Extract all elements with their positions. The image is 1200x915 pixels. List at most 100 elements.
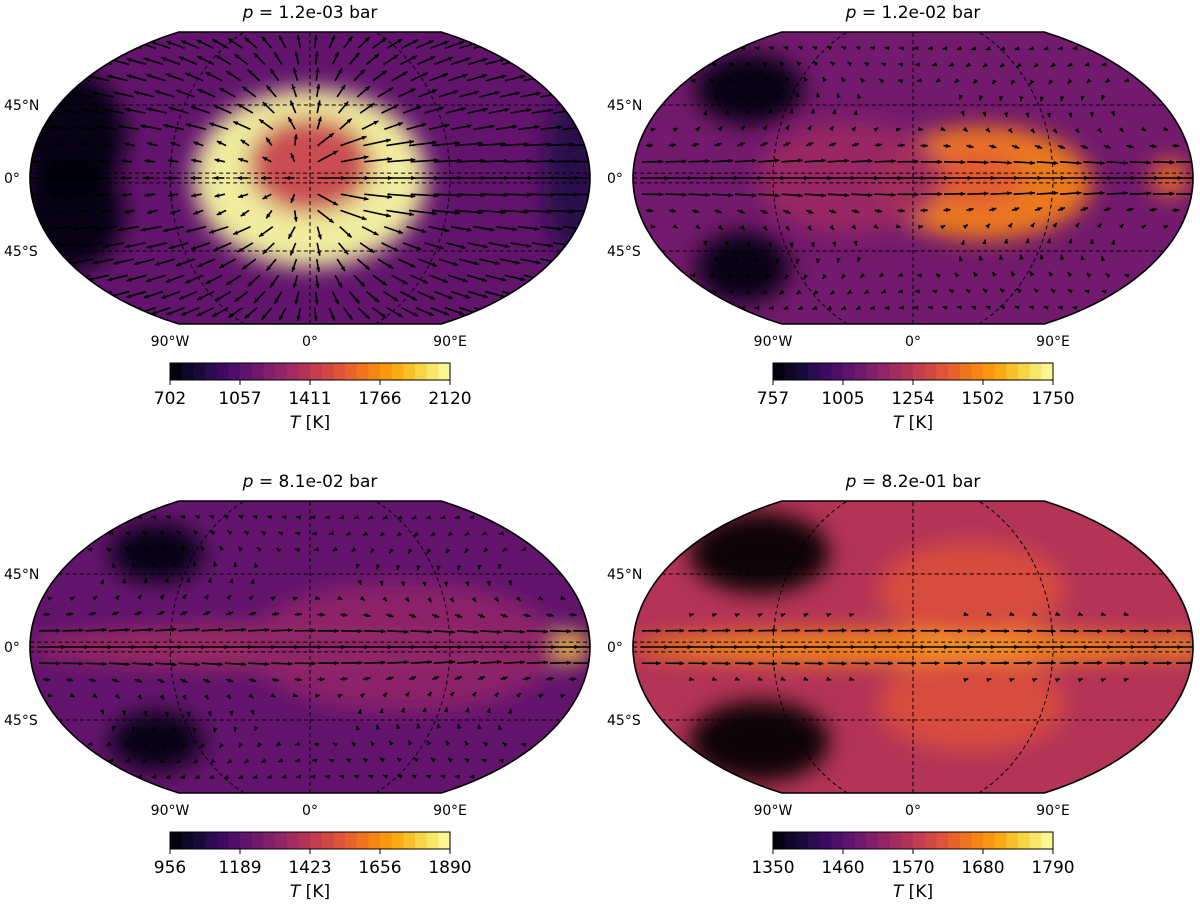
wind-arrow-head bbox=[873, 224, 879, 229]
wind-arrow-head bbox=[161, 57, 167, 62]
wind-arrow-head bbox=[808, 209, 814, 214]
colorbar-bin bbox=[889, 832, 902, 849]
wind-arrow bbox=[523, 143, 552, 147]
wind-arrow bbox=[340, 209, 367, 221]
wind-arrow-head bbox=[688, 613, 694, 618]
wind-arrow-head bbox=[229, 578, 234, 584]
wind-arrow bbox=[386, 209, 415, 216]
colorbar-bin bbox=[1029, 832, 1042, 849]
title-value: = 1.2e-02 bar bbox=[856, 3, 980, 23]
colorbar-bin bbox=[843, 363, 856, 380]
wind-arrow-head bbox=[857, 257, 862, 262]
wind-arrow-head bbox=[381, 281, 387, 286]
wind-arrow-head bbox=[774, 193, 780, 198]
wind-arrow-head bbox=[381, 70, 387, 75]
wind-arrow-head bbox=[1030, 271, 1035, 277]
wind-arrow-head bbox=[140, 227, 146, 232]
wind-arrow-head bbox=[381, 38, 387, 43]
lat-tick-label: 45°N bbox=[607, 98, 642, 114]
wind-arrow-head bbox=[682, 159, 687, 164]
wind-arrow-head bbox=[486, 580, 491, 586]
wind-arrow-head bbox=[74, 192, 80, 197]
wind-arrow-head bbox=[411, 296, 417, 301]
wind-arrow-head bbox=[521, 742, 527, 748]
wind-arrow-head bbox=[196, 312, 202, 316]
wind-arrow-head bbox=[1014, 207, 1020, 212]
wind-arrow-head bbox=[1086, 78, 1092, 84]
wind-arrow-head bbox=[597, 159, 602, 163]
wind-arrow-head bbox=[873, 127, 879, 132]
panel-title: p = 1.2e-02 bar bbox=[845, 3, 981, 23]
wind-arrow-head bbox=[762, 225, 767, 231]
wind-arrow-head bbox=[656, 661, 661, 666]
wind-arrow-head bbox=[427, 740, 432, 746]
colorbar-tick-label: 2120 bbox=[428, 389, 471, 409]
wind-arrow-head bbox=[757, 613, 763, 618]
wind-arrow-head bbox=[293, 134, 298, 139]
wind-arrow-head bbox=[504, 243, 510, 249]
wind-arrow-head bbox=[74, 159, 80, 164]
wind-arrow-head bbox=[812, 46, 818, 51]
wind-arrow-head bbox=[316, 267, 321, 272]
colorbar-label: T [K] bbox=[893, 413, 933, 433]
wind-arrow-head bbox=[836, 93, 841, 99]
wind-arrow-head bbox=[397, 39, 403, 44]
wind-arrow-head bbox=[465, 547, 470, 553]
wind-arrow-head bbox=[1118, 224, 1124, 229]
wind-arrow-head bbox=[121, 159, 126, 164]
wind-arrow-head bbox=[360, 69, 365, 75]
wind-arrow-head bbox=[1105, 77, 1111, 83]
wind-arrow-head bbox=[473, 659, 479, 665]
wind-arrow-head bbox=[257, 547, 263, 552]
wind-arrow-head bbox=[775, 92, 780, 98]
wind-arrow-head bbox=[648, 208, 654, 213]
temperature-contour bbox=[878, 541, 1065, 639]
wind-arrow-head bbox=[818, 628, 824, 633]
wind-arrow-head bbox=[1124, 77, 1130, 83]
wind-arrow-head bbox=[365, 676, 371, 681]
wind-arrow-head bbox=[136, 310, 142, 315]
wind-arrow-head bbox=[106, 548, 112, 553]
wind-arrow-head bbox=[176, 530, 182, 536]
wind-arrow-head bbox=[766, 77, 771, 83]
wind-arrow bbox=[569, 209, 590, 213]
wind-arrow-head bbox=[978, 95, 984, 101]
wind-arrow-head bbox=[1141, 126, 1146, 131]
wind-arrow-head bbox=[521, 546, 527, 552]
wind-arrow-head bbox=[945, 143, 951, 149]
wind-arrow-head bbox=[428, 40, 434, 45]
temperature-contour bbox=[689, 700, 830, 782]
wind-arrow-head bbox=[120, 175, 125, 181]
wind-arrow-head bbox=[754, 46, 760, 51]
wind-arrow-head bbox=[163, 123, 168, 128]
wind-arrow-head bbox=[233, 562, 238, 568]
wind-arrow-head bbox=[774, 158, 780, 163]
wind-arrow-head bbox=[803, 676, 809, 681]
wind-arrow-head bbox=[72, 260, 78, 265]
wind-arrow-head bbox=[264, 627, 270, 633]
panel-title: p = 1.2e-03 bar bbox=[242, 3, 378, 23]
wind-arrow-head bbox=[167, 193, 173, 198]
wind-arrow-head bbox=[465, 581, 470, 587]
wind-arrow-head bbox=[705, 192, 710, 198]
wind-arrow-head bbox=[440, 515, 446, 520]
wind-arrow-head bbox=[1082, 207, 1088, 212]
wind-arrow-head bbox=[796, 289, 802, 295]
lat-tick-label: 0° bbox=[4, 640, 20, 656]
wind-arrow-head bbox=[121, 309, 127, 315]
wind-arrow bbox=[410, 159, 439, 163]
wind-arrow-head bbox=[734, 257, 740, 263]
wind-arrow-head bbox=[444, 123, 450, 128]
wind-arrow-head bbox=[164, 577, 169, 583]
wind-arrow-head bbox=[111, 563, 117, 569]
wind-arrow-head bbox=[854, 142, 860, 147]
wind-arrow-head bbox=[702, 240, 708, 246]
wind-arrow-head bbox=[474, 261, 479, 266]
colorbar-tick-label: 1005 bbox=[821, 389, 864, 409]
wind-arrow-head bbox=[328, 218, 334, 223]
wind-arrow-head bbox=[87, 741, 93, 747]
wind-arrow-head bbox=[1118, 127, 1124, 132]
wind-arrow-head bbox=[830, 289, 836, 295]
wind-arrow-head bbox=[442, 278, 448, 283]
wind-arrow-head bbox=[464, 531, 470, 536]
